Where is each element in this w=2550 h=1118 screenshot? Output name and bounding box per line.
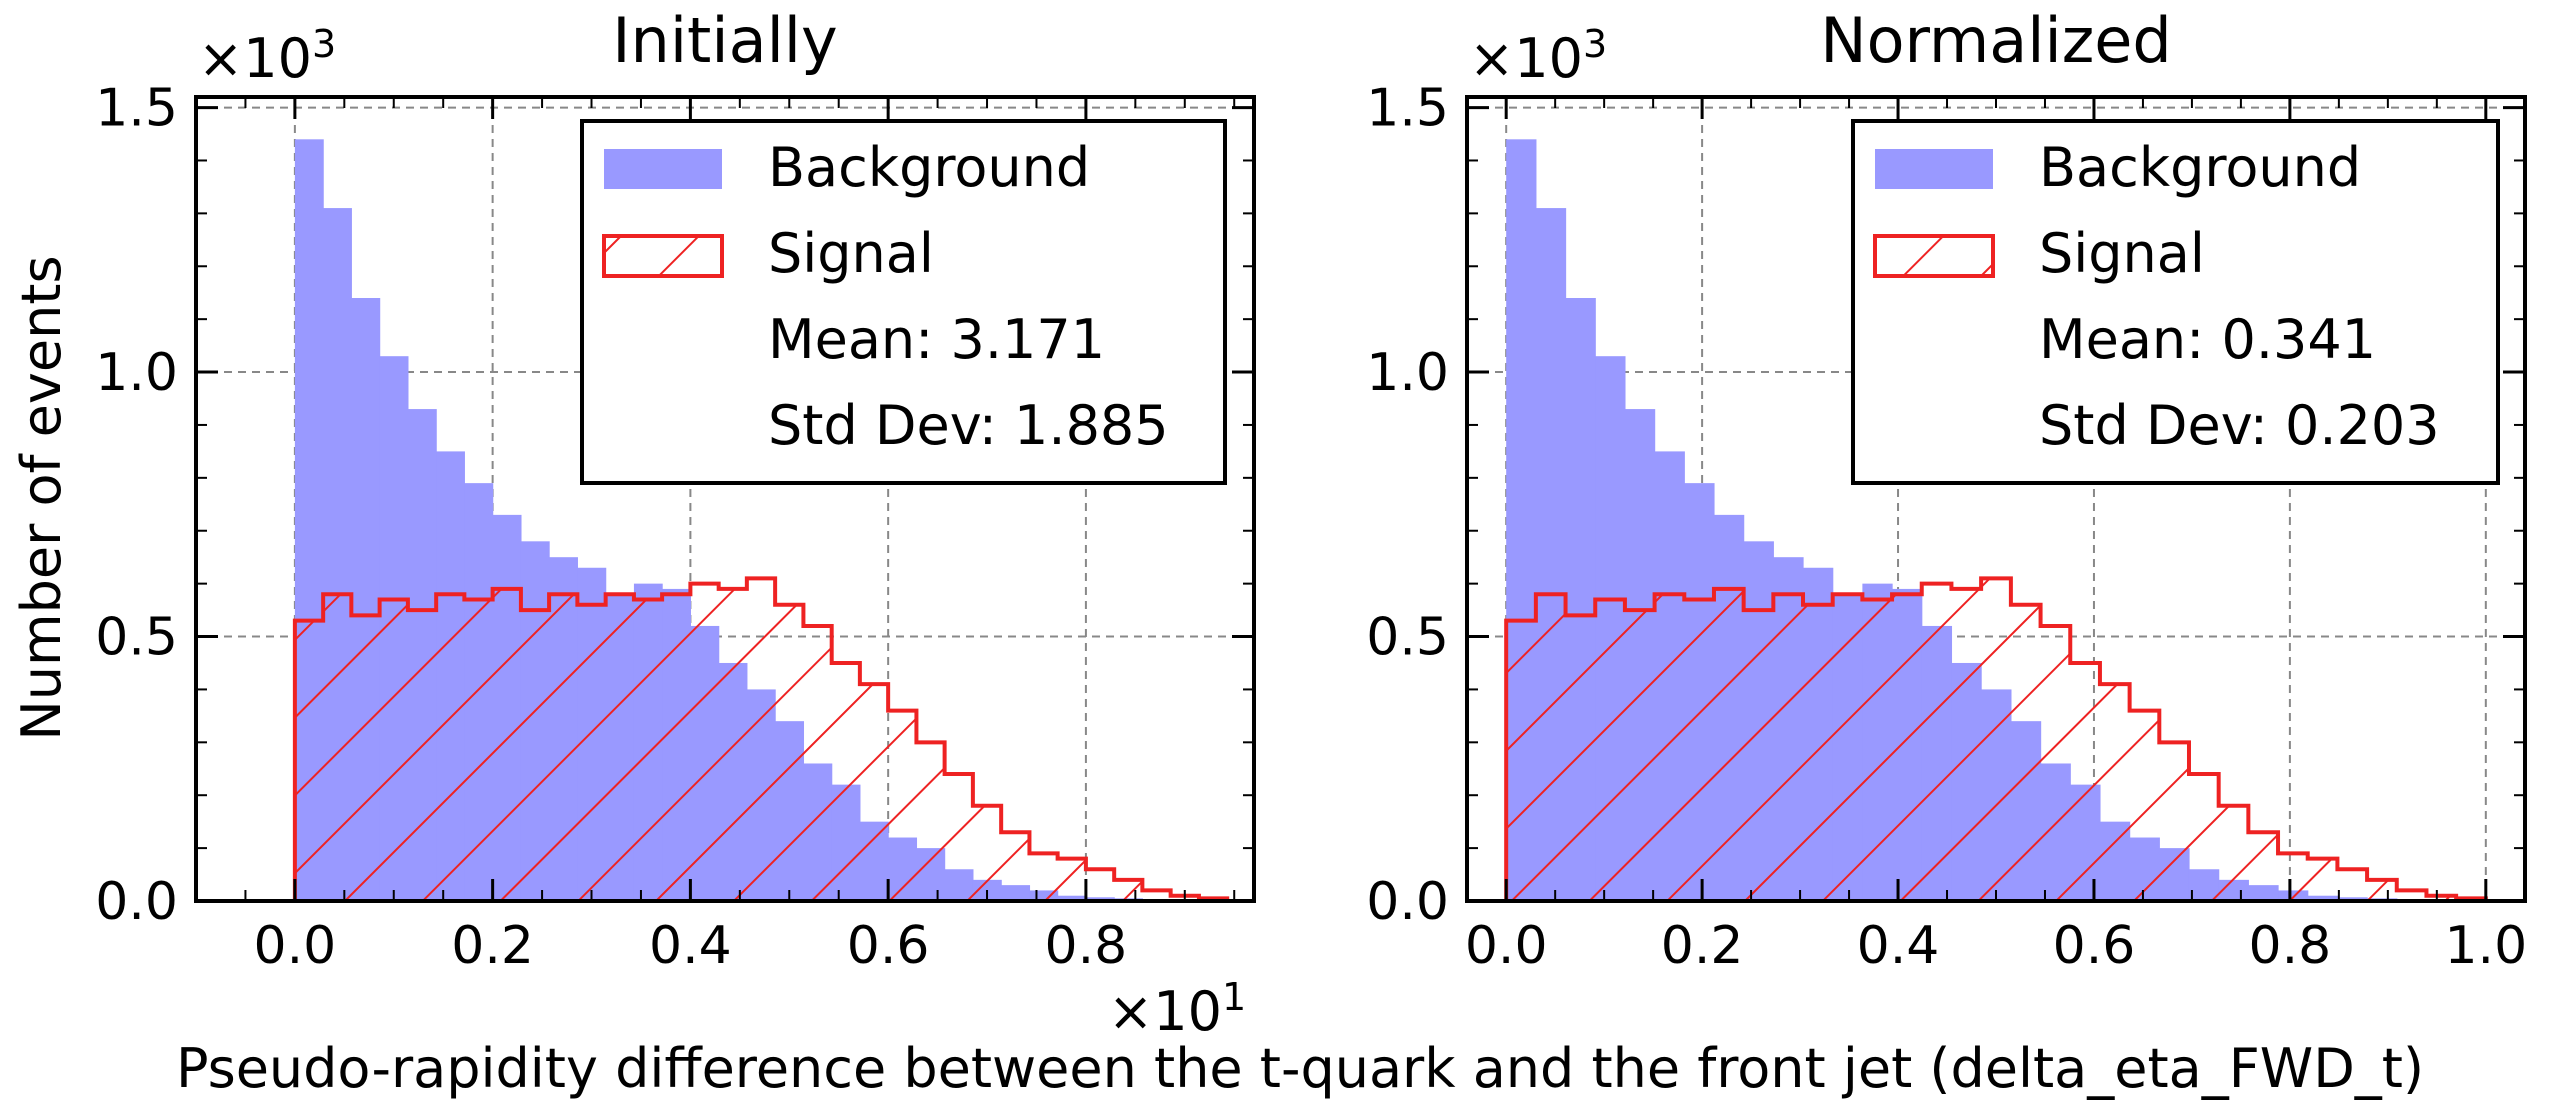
y-multiplier-exponent: 3 (1583, 22, 1607, 66)
legend-std-dev: Std Dev: 0.203 (2039, 394, 2440, 457)
y-multiplier-base: ×10 (1469, 27, 1583, 90)
y-tick-label: 0.0 (95, 872, 178, 932)
y-tick-label: 0.0 (1366, 872, 1449, 932)
legend-mean: Mean: 0.341 (2039, 308, 2376, 371)
legend-signal-swatch (1873, 234, 1995, 278)
x-tick-label: 0.8 (2249, 916, 2332, 976)
y-multiplier-exponent: 3 (312, 22, 336, 66)
y-axis-label: Number of events (10, 255, 73, 740)
y-tick-label: 0.5 (1366, 608, 1449, 668)
legend-std-dev: Std Dev: 1.885 (768, 394, 1169, 457)
legend-signal-label: Signal (768, 222, 934, 285)
x-tick-label: 1.0 (2444, 916, 2527, 976)
signal-histogram (1504, 576, 2488, 903)
y-tick-label: 1.5 (95, 79, 178, 139)
signal-histogram (292, 576, 1230, 903)
x-tick-label: 0.6 (847, 916, 930, 976)
legend-signal-label: Signal (2039, 222, 2205, 285)
legend-background-label: Background (768, 136, 1090, 199)
x-tick-label: 0.4 (649, 916, 732, 976)
legend-background-swatch (1875, 149, 1993, 189)
legend-background-label: Background (2039, 136, 2361, 199)
legend: Background Signal Mean: 3.171 Std Dev: 1.88… (580, 119, 1227, 485)
legend: Background Signal Mean: 0.341 Std Dev: 0.20… (1851, 119, 2500, 485)
y-axis-multiplier: ×103 (1469, 22, 1607, 90)
x-multiplier-base: ×10 (1108, 980, 1222, 1043)
y-tick-label: 1.0 (1366, 343, 1449, 403)
panel-title: Initially (612, 4, 837, 77)
x-tick-label: 0.0 (1465, 916, 1548, 976)
legend-signal-swatch (602, 234, 724, 278)
y-tick-label: 1.5 (1366, 79, 1449, 139)
x-axis-label: Pseudo-rapidity difference between the t… (176, 1037, 2424, 1100)
x-tick-label: 0.6 (2053, 916, 2136, 976)
axes-frame (194, 95, 1256, 903)
x-tick-label: 0.8 (1045, 916, 1128, 976)
y-tick-label: 1.0 (95, 343, 178, 403)
legend-background-swatch (604, 149, 722, 189)
y-multiplier-base: ×10 (198, 27, 312, 90)
panel-initially: 0.0 0.2 0.4 0.6 0.80.00.51.01.5Initially×103… (95, 4, 1256, 1043)
panel-normalized: 0.0 0.2 0.4 0.6 0.8 1.0 0.0 0.5 1.0 1.5 Normalized… (1366, 4, 2527, 976)
x-tick-label: 0.2 (451, 916, 534, 976)
x-tick-label: 0.0 (254, 916, 337, 976)
x-tick-label: 0.4 (1857, 916, 1940, 976)
legend-mean: Mean: 3.171 (768, 308, 1105, 371)
y-axis-multiplier: ×103 (198, 22, 336, 90)
panel-title: Normalized (1820, 4, 2172, 77)
x-multiplier-exponent: 1 (1222, 975, 1246, 1019)
x-tick-label: 0.2 (1661, 916, 1744, 976)
y-tick-label: 0.5 (95, 608, 178, 668)
x-axis-multiplier: ×101 (1108, 975, 1246, 1043)
